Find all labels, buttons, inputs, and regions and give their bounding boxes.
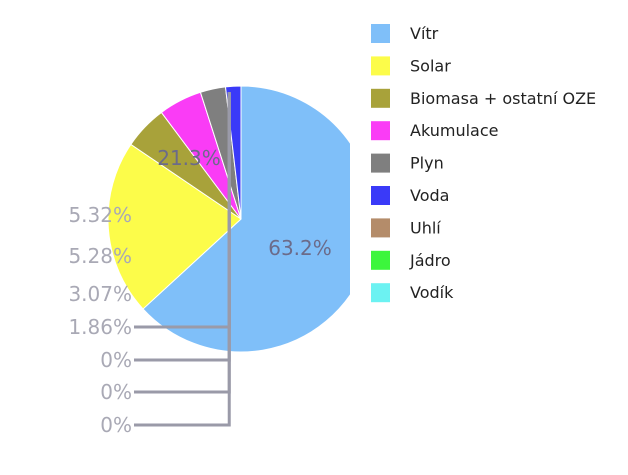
legend-swatch bbox=[371, 56, 390, 76]
leader-line-vodik bbox=[134, 92, 231, 427]
pie-slices bbox=[107, 85, 374, 353]
data-label-vitr: 63.2% bbox=[268, 236, 332, 260]
legend-label: Uhlí bbox=[410, 218, 441, 237]
legend-label: Voda bbox=[410, 186, 449, 205]
legend-item-voda[interactable]: Voda bbox=[371, 186, 449, 205]
leader-lines bbox=[134, 92, 231, 427]
data-label-jadro: 0% bbox=[100, 380, 132, 404]
data-label-voda: 1.86% bbox=[68, 315, 132, 339]
legend-swatch bbox=[371, 186, 390, 205]
pie-slice-vitr[interactable] bbox=[142, 85, 374, 353]
legend-item-plyn[interactable]: Plyn bbox=[371, 153, 444, 173]
legend-swatch bbox=[371, 250, 390, 270]
legend-label: Vítr bbox=[410, 24, 439, 43]
legend-label: Vodík bbox=[410, 283, 454, 302]
legend-item-akumulace[interactable]: Akumulace bbox=[371, 121, 498, 141]
legend: Vítr Solar Biomasa + ostatní OZE Akumulace P… bbox=[371, 24, 596, 303]
legend-item-biomasa-ostatni-oze[interactable]: Biomasa + ostatní OZE bbox=[371, 88, 596, 108]
legend-label: Jádro bbox=[409, 251, 451, 270]
legend-item-vitr[interactable]: Vítr bbox=[371, 24, 439, 43]
data-label-biomasa-ostatni-oze: 5.32% bbox=[68, 203, 132, 227]
legend-item-solar[interactable]: Solar bbox=[371, 56, 451, 76]
data-label-plyn: 3.07% bbox=[68, 282, 132, 306]
legend-swatch bbox=[371, 283, 390, 303]
legend-label: Plyn bbox=[410, 154, 444, 173]
data-label-solar: 21.3% bbox=[157, 146, 221, 170]
legend-label: Biomasa + ostatní OZE bbox=[410, 89, 596, 108]
legend-item-uhli[interactable]: Uhlí bbox=[371, 218, 441, 238]
data-label-vodik: 0% bbox=[100, 413, 132, 437]
legend-item-vodik[interactable]: Vodík bbox=[371, 283, 454, 303]
data-label-akumulace: 5.28% bbox=[68, 244, 132, 268]
legend-label: Solar bbox=[410, 56, 451, 75]
legend-item-jadro[interactable]: Jádro bbox=[371, 251, 451, 270]
data-label-uhli: 0% bbox=[100, 348, 132, 372]
legend-label: Akumulace bbox=[410, 121, 498, 140]
legend-swatch bbox=[371, 24, 390, 43]
legend-swatch bbox=[371, 218, 390, 238]
slice-labels: 63.2% 21.3% 5.32% 5.28% 3.07% 1.86% 0% 0% 0% bbox=[68, 146, 331, 437]
pie-slice-solar[interactable] bbox=[107, 143, 242, 310]
legend-swatch bbox=[371, 121, 390, 141]
legend-swatch bbox=[371, 88, 390, 108]
legend-swatch bbox=[371, 153, 390, 173]
